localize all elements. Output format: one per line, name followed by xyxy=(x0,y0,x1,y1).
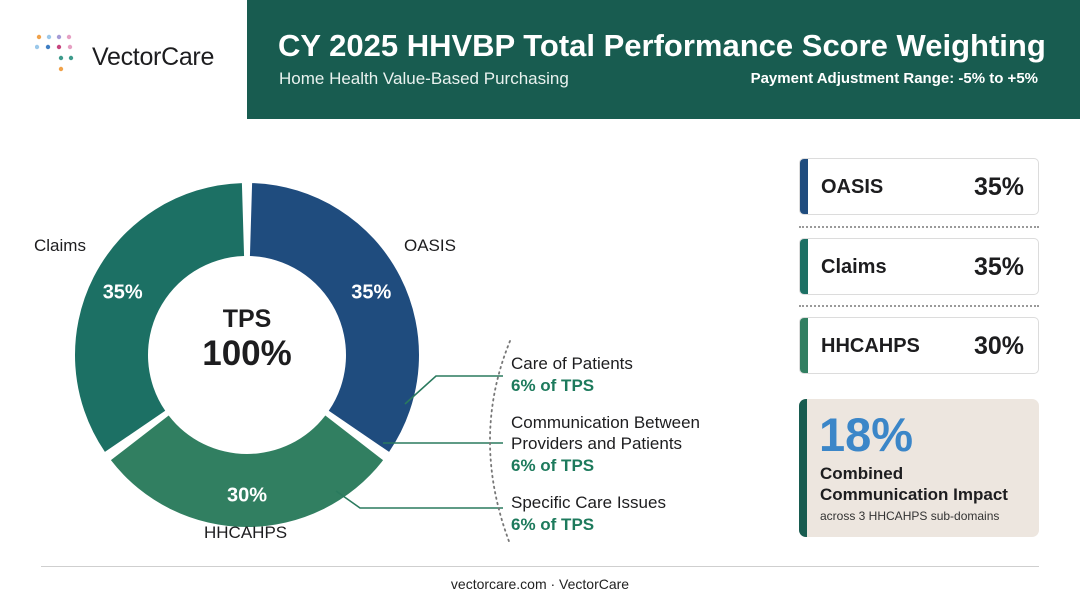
sub-domain-connectors xyxy=(335,375,503,509)
subdomain-comm-share: 6% of TPS xyxy=(511,456,594,475)
slice-hhcahps xyxy=(110,415,384,527)
header-banner: CY 2025 HHVBP Total Performance Score We… xyxy=(247,0,1080,119)
payment-range: Payment Adjustment Range: -5% to +5% xyxy=(750,70,1038,87)
slice-label-oasis: OASIS xyxy=(404,236,456,255)
card-value: 35% xyxy=(973,253,1024,281)
sub-domain-bracket xyxy=(489,340,511,545)
impact-title-line1: Combined xyxy=(820,464,904,483)
subdomain-comm-name: Communication Between Providers and Pati… xyxy=(511,413,705,453)
card-accent xyxy=(800,159,808,214)
slice-value-hhcahps: 30% xyxy=(227,485,267,507)
slice-label-hhcahps: HHCAHPS xyxy=(204,523,287,542)
card-value: 35% xyxy=(973,173,1024,201)
subdomain-specific-share: 6% of TPS xyxy=(511,515,594,534)
logo-area: VectorCare xyxy=(0,0,247,119)
slice-oasis xyxy=(249,183,419,452)
logo-icon xyxy=(35,34,74,72)
page-title: CY 2025 HHVBP Total Performance Score We… xyxy=(278,28,1046,63)
donut-chart: 35%30%35% OASIS Claims HHCAHPS TPS 100% … xyxy=(34,183,705,545)
card-label: OASIS xyxy=(821,176,884,198)
weight-card-hhcahps: HHCAHPS 30% xyxy=(799,317,1039,374)
page-subtitle: Home Health Value-Based Purchasing xyxy=(279,69,569,88)
card-accent xyxy=(799,399,807,537)
brand-name: VectorCare xyxy=(92,43,215,71)
impact-value: 18% xyxy=(819,408,914,461)
card-label: Claims xyxy=(821,256,887,278)
center-label: TPS xyxy=(223,305,272,333)
slice-label-claims: Claims xyxy=(34,236,86,255)
slice-value-oasis: 35% xyxy=(351,282,391,304)
communication-impact-card: 18% Combined Communication Impact across… xyxy=(799,399,1039,537)
impact-title-line2: Communication Impact xyxy=(820,485,1008,504)
subdomain-care-name: Care of Patients xyxy=(511,354,633,373)
footer-divider xyxy=(41,566,1039,567)
subdomain-specific-name: Specific Care Issues xyxy=(511,493,666,512)
weight-card-oasis: OASIS 35% xyxy=(799,158,1039,215)
divider xyxy=(799,226,1039,228)
slice-value-claims: 35% xyxy=(103,282,143,304)
subdomain-care-share: 6% of TPS xyxy=(511,376,594,395)
card-accent xyxy=(800,318,808,373)
divider xyxy=(799,305,1039,307)
impact-caption: across 3 HHCAHPS sub-domains xyxy=(820,509,1000,523)
slice-claims xyxy=(75,183,245,452)
card-label: HHCAHPS xyxy=(821,335,920,357)
weight-card-claims: Claims 35% xyxy=(799,238,1039,295)
card-value: 30% xyxy=(973,332,1024,360)
card-accent xyxy=(800,239,808,294)
footer-text: vectorcare.com · VectorCare xyxy=(450,576,630,592)
center-value: 100% xyxy=(202,334,292,373)
